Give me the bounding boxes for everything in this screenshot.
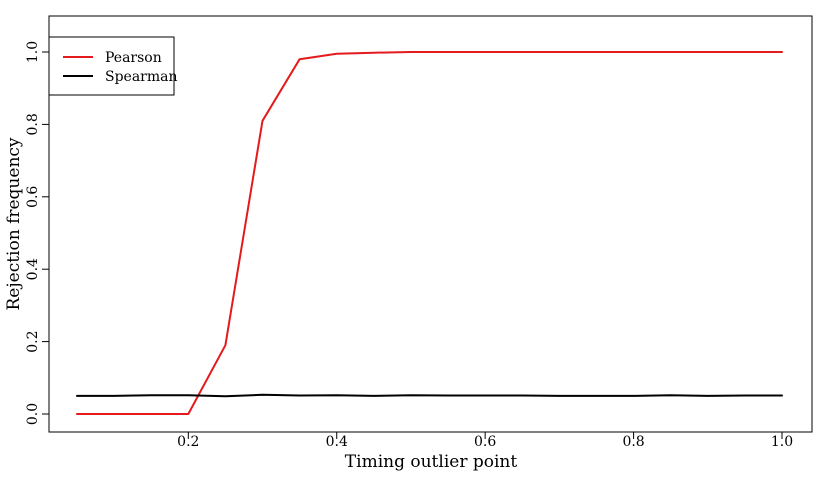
- y-tick-label: 0.2: [25, 330, 41, 352]
- series-layer: [76, 51, 783, 415]
- legend: Pearson Spearman: [48, 36, 178, 96]
- x-axis: 0.2 0.4 0.6 0.8 1.0: [177, 431, 793, 450]
- legend-label-spearman: Spearman: [105, 69, 178, 85]
- x-tick-label: 1.0: [771, 434, 793, 450]
- y-axis: 0.0 0.2 0.4 0.6 0.8 1.0: [25, 41, 50, 425]
- x-tick-label: 0.4: [326, 434, 348, 450]
- y-tick-label: 0.8: [25, 113, 41, 135]
- x-tick-label: 0.6: [474, 434, 496, 450]
- y-tick-label: 1.0: [25, 41, 41, 63]
- series-line-spearman: [76, 393, 783, 398]
- y-tick-label: 0.6: [25, 186, 41, 208]
- legend-label-pearson: Pearson: [105, 50, 162, 66]
- legend-box: [48, 36, 175, 96]
- y-axis-title: Rejection frequency: [4, 137, 24, 310]
- x-tick-label: 0.8: [622, 434, 644, 450]
- y-tick-label: 0.4: [25, 258, 41, 280]
- y-tick-label: 0.0: [25, 403, 41, 425]
- x-axis-title: Timing outlier point: [345, 452, 518, 472]
- series-line-pearson: [76, 51, 783, 415]
- x-tick-label: 0.2: [177, 434, 199, 450]
